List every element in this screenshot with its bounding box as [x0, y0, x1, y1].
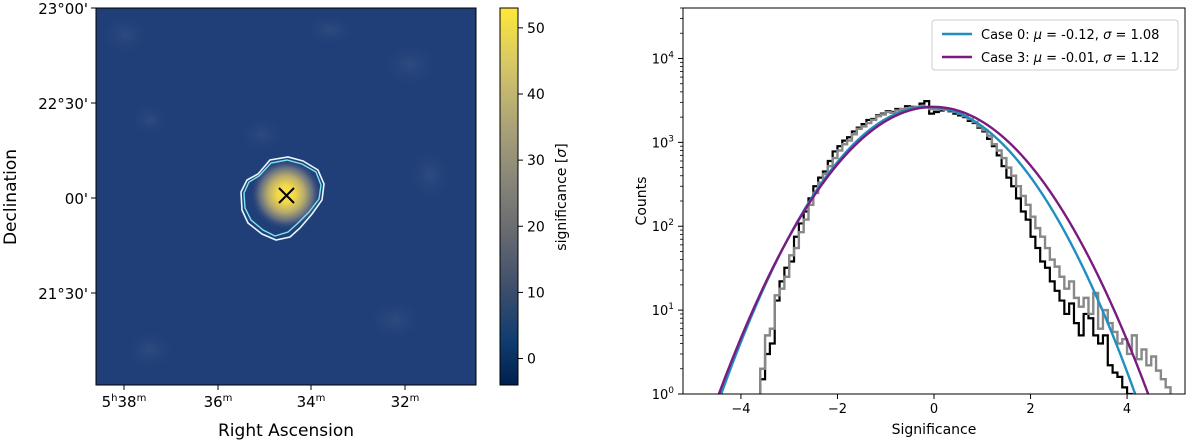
map-x-ticks: 5h38m 36m 34m 32m [102, 385, 420, 411]
x-marker [278, 187, 295, 204]
hist-x-ticks: −4 −2 0 2 4 [731, 394, 1131, 417]
colorbar-gradient [499, 7, 519, 386]
colorbar: 50 40 30 20 10 0 significance [σ] [499, 7, 570, 386]
noise-blob [385, 45, 435, 85]
hist-x-tick-label: 2 [1026, 402, 1034, 417]
hist-y-ticks: 100 101 102 103 104 [652, 7, 683, 403]
fit-curve-case-3 [717, 105, 1150, 394]
noise-blob [132, 105, 168, 135]
map-y-label: Declination [1, 149, 21, 245]
map-texture [103, 16, 450, 368]
hist-x-label: Significance [892, 422, 977, 438]
hist-y-label: Counts [634, 177, 650, 226]
x-tick-label: 32m [391, 393, 420, 411]
hist-y-tick-label: 101 [652, 302, 674, 319]
colorbar-tick-label: 0 [527, 352, 536, 368]
hist-y-tick-label: 104 [652, 50, 675, 67]
x-tick-label: 34m [297, 393, 326, 411]
hist-x-tick-label: −4 [731, 402, 750, 417]
colorbar-tick-label: 40 [527, 87, 545, 103]
gaussian-fits [717, 105, 1150, 394]
colorbar-tick-label: 50 [527, 21, 545, 37]
significance-contour [240, 156, 325, 241]
noise-blob [410, 151, 450, 199]
legend-entry-case-0: Case 0: μ = -0.12, σ = 1.08 [981, 28, 1159, 43]
hist-y-tick-label: 102 [652, 218, 674, 235]
colorbar-label: significance [σ] [554, 143, 570, 250]
hist-y-tick-label: 103 [652, 134, 674, 151]
significance-histogram: −4 −2 0 2 4 100 101 102 103 104 Significance Cou… [634, 7, 1186, 438]
y-tick-label: 22°30' [38, 95, 88, 113]
noise-blob [128, 332, 172, 368]
noise-blob [103, 17, 147, 53]
map-frame [95, 7, 477, 386]
noise-blob [308, 16, 352, 44]
colorbar-tick-label: 10 [527, 285, 545, 301]
legend: Case 0: μ = -0.12, σ = 1.08 Case 3: μ = … [931, 19, 1179, 71]
y-tick-label: 00' [65, 190, 88, 208]
legend-entry-case-3: Case 3: μ = -0.01, σ = 1.12 [981, 51, 1159, 66]
noise-blob [242, 119, 282, 151]
x-tick-label: 5h38m [102, 393, 147, 411]
noise-blob [371, 302, 419, 338]
map-x-label: Right Ascension [218, 421, 354, 441]
hist-x-tick-label: −2 [828, 402, 847, 417]
colorbar-tick-label: 20 [527, 219, 545, 235]
hist-x-tick-label: 4 [1123, 402, 1131, 417]
colorbar-tick-label: 30 [527, 153, 545, 169]
y-tick-label: 21°30' [38, 285, 88, 303]
x-tick-label: 36m [204, 393, 233, 411]
hist-x-tick-label: 0 [930, 402, 938, 417]
y-tick-label: 23°00' [38, 0, 88, 18]
significance-map: 5h38m 36m 34m 32m Right Ascension 23°00'… [1, 0, 477, 441]
hist-y-tick-label: 100 [652, 386, 675, 403]
colorbar-ticks: 50 40 30 20 10 0 [518, 21, 545, 368]
significance-contour [243, 159, 322, 237]
legend-box [931, 19, 1179, 71]
map-y-ticks: 23°00' 22°30' 00' 21°30' [38, 0, 96, 303]
